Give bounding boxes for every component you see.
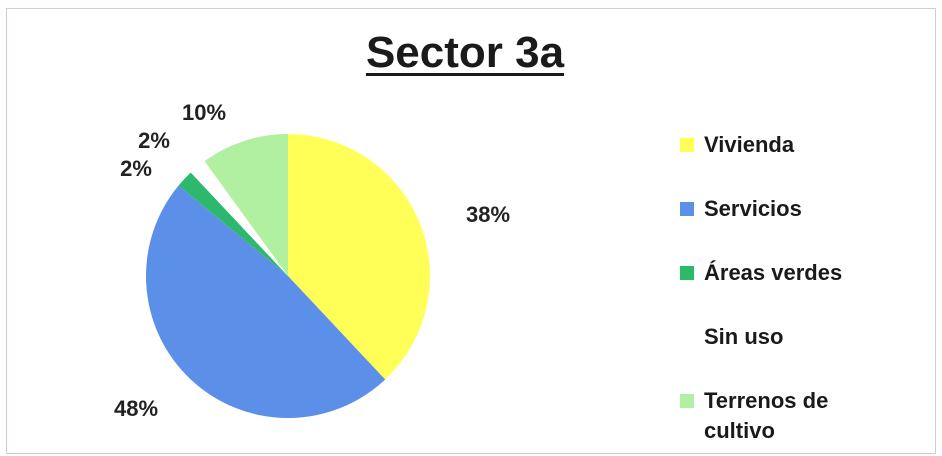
legend-label-areas-verdes: Áreas verdes xyxy=(704,260,843,285)
data-label-terrenos-de-cultivo: 10% xyxy=(182,100,226,125)
pie-slices xyxy=(145,134,430,419)
pie-slice-servicios xyxy=(145,185,386,419)
pie-slice-areas-verdes xyxy=(178,172,288,276)
chart-title: Sector 3a xyxy=(365,28,565,77)
pie-slice-sin-uso xyxy=(190,161,288,276)
data-label-sin-uso: 2% xyxy=(138,128,170,153)
pie-slice-terrenos-de-cultivo xyxy=(204,134,288,276)
legend-label-servicios: Servicios xyxy=(704,196,802,221)
pie-slice-vivienda xyxy=(288,134,430,380)
legend-swatch-vivienda xyxy=(680,138,694,152)
data-label-servicios: 48% xyxy=(114,396,158,421)
legend-swatch-terrenos-de-cultivo xyxy=(680,394,694,408)
legend-label-vivienda: Vivienda xyxy=(704,132,795,157)
pie-labels: 38% 48% 2% 2% 10% xyxy=(114,100,510,421)
legend-label-sin-uso: Sin uso xyxy=(704,324,784,349)
data-label-areas-verdes: 2% xyxy=(120,156,152,181)
data-label-vivienda: 38% xyxy=(466,202,510,227)
legend-label-terrenos-de-cultivo: Terrenos de cultivo xyxy=(704,388,829,443)
legend-swatch-sin-uso xyxy=(680,330,694,344)
legend-swatch-areas-verdes xyxy=(680,266,694,280)
legend-swatch-servicios xyxy=(680,202,694,216)
